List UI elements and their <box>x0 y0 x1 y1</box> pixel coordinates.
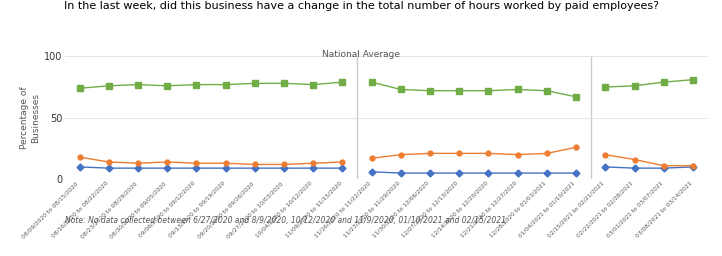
Text: Note: No data collected between 6/27/2020 and 8/9/2020, 10/12/2020 and 11/9/2020: Note: No data collected between 6/27/202… <box>65 216 508 225</box>
Y-axis label: Percentage of
Businesses: Percentage of Businesses <box>20 87 40 149</box>
Text: National Average: National Average <box>322 50 400 59</box>
Text: In the last week, did this business have a change in the total number of hours w: In the last week, did this business have… <box>64 1 658 11</box>
